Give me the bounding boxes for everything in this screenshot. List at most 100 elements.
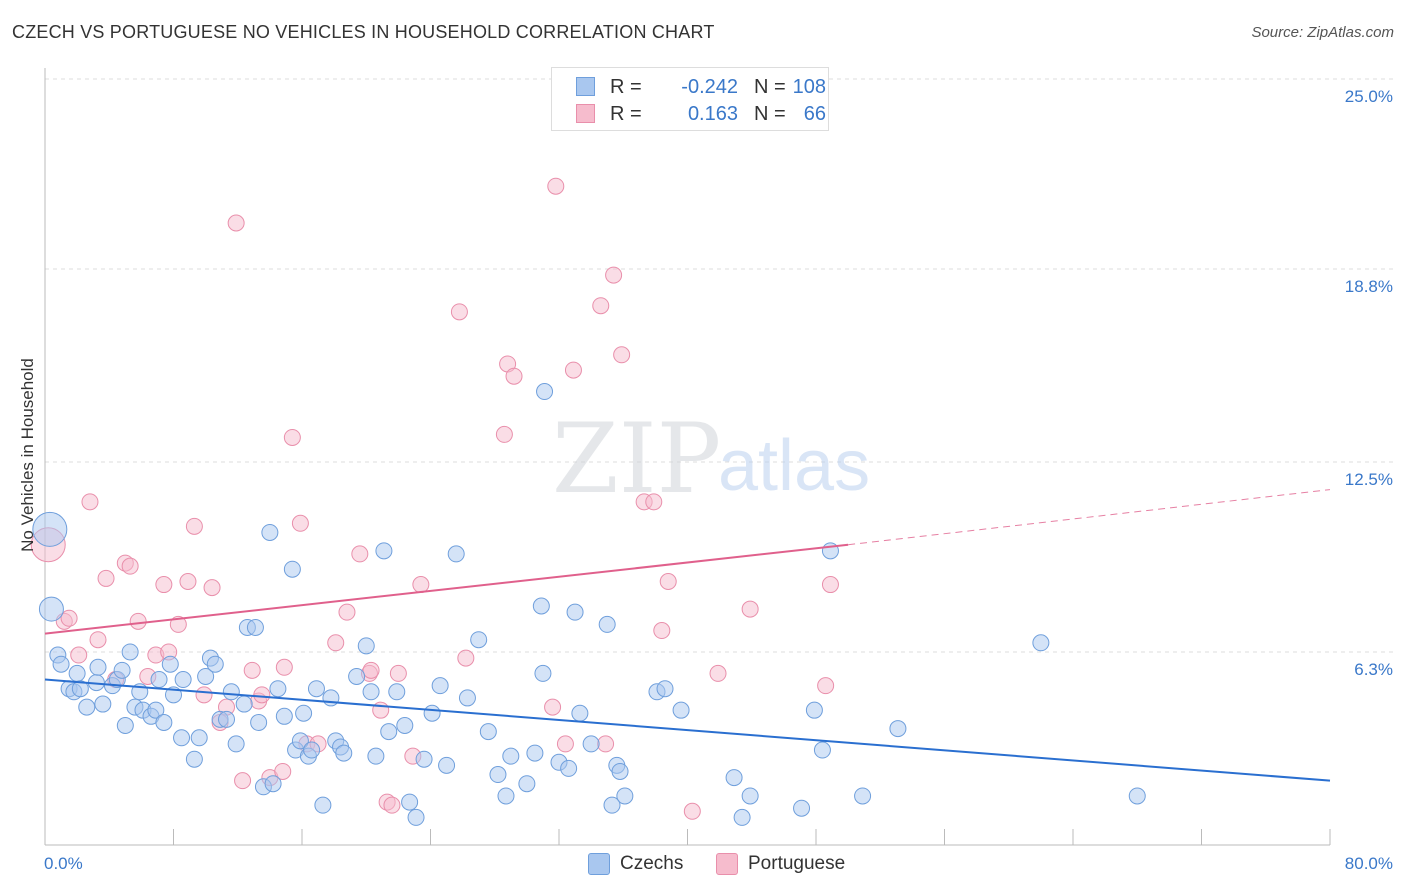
- portuguese-point: [505, 367, 523, 385]
- portuguese-point: [155, 576, 173, 594]
- tick-labels: 6.3% 12.5% 18.8% 25.0% 0.0% 80.0%: [44, 87, 1393, 873]
- czech-point: [741, 787, 759, 805]
- portuguese-point: [741, 600, 759, 618]
- czech-point: [603, 796, 621, 814]
- portuguese-point: [89, 631, 107, 649]
- x-tick-label-min: 0.0%: [44, 854, 83, 873]
- portuguese-trend-extension: [848, 489, 1331, 546]
- portuguese-point: [362, 661, 380, 679]
- czech-point: [1032, 634, 1050, 652]
- portuguese-legend-swatch: [716, 853, 738, 875]
- legend-r-label: R =: [610, 76, 642, 98]
- portuguese-point: [613, 346, 631, 364]
- portuguese-point: [253, 686, 271, 704]
- portuguese-point: [81, 493, 99, 511]
- portuguese-point: [821, 576, 839, 594]
- czech-point: [250, 713, 268, 731]
- portuguese-point: [185, 517, 203, 535]
- portuguese-point: [97, 569, 115, 587]
- portuguese-point: [169, 615, 187, 633]
- y-tick-label: 6.3%: [1354, 660, 1393, 679]
- czech-point: [246, 618, 264, 636]
- portuguese-point: [234, 772, 252, 790]
- czech-point: [1128, 787, 1146, 805]
- portuguese-point: [291, 514, 309, 532]
- czech-point: [116, 717, 134, 735]
- czech-point: [269, 680, 287, 698]
- portuguese-point: [389, 664, 407, 682]
- legend-czech-r: -0.242: [681, 76, 738, 98]
- czech-point: [68, 664, 86, 682]
- czech-point: [733, 808, 751, 826]
- czech-point: [536, 383, 554, 401]
- czech-point: [423, 704, 441, 722]
- y-axis-label: No Vehicles in Household: [18, 358, 37, 552]
- portuguese-point: [179, 572, 197, 590]
- czech-point: [218, 710, 236, 728]
- czech-trend-line: [44, 678, 1331, 782]
- czech-point: [314, 796, 332, 814]
- portuguese-point: [605, 266, 623, 284]
- portuguese-point: [495, 425, 513, 443]
- czech-swatch: [576, 77, 595, 96]
- czech-point: [407, 808, 425, 826]
- czech-point: [52, 655, 70, 673]
- portuguese-point: [243, 661, 261, 679]
- y-tick-label: 18.8%: [1345, 277, 1393, 296]
- czech-point: [78, 698, 96, 716]
- czech-point: [447, 545, 465, 563]
- portuguese-point: [338, 603, 356, 621]
- portuguese-point: [195, 686, 213, 704]
- portuguese-point: [817, 677, 835, 695]
- legend-portuguese-r: 0.163: [687, 103, 738, 125]
- czech-legend-swatch: [588, 853, 610, 875]
- czech-point: [470, 631, 488, 649]
- czech-points: [32, 383, 1146, 826]
- portuguese-point: [547, 177, 565, 195]
- czech-point: [375, 542, 393, 560]
- portuguese-point: [564, 361, 582, 379]
- czech-point: [89, 658, 107, 676]
- portuguese-point: [327, 634, 345, 652]
- portuguese-point: [645, 493, 663, 511]
- czech-point: [185, 750, 203, 768]
- portuguese-point: [450, 303, 468, 321]
- czech-point: [497, 787, 515, 805]
- czech-point: [155, 713, 173, 731]
- czech-point: [147, 701, 165, 719]
- czech-point: [489, 766, 507, 784]
- source-label: Source: ZipAtlas.com: [1251, 24, 1394, 41]
- portuguese-point: [60, 609, 78, 627]
- czech-point: [571, 704, 589, 722]
- czech-point: [206, 655, 224, 673]
- czech-point: [227, 735, 245, 753]
- czech-point: [307, 680, 325, 698]
- czech-point: [502, 747, 520, 765]
- czech-point: [367, 747, 385, 765]
- czech-point: [582, 735, 600, 753]
- portuguese-point: [227, 214, 245, 232]
- czech-point: [611, 762, 629, 780]
- czech-point: [598, 615, 616, 633]
- watermark-zip: ZIP: [552, 403, 721, 515]
- czech-point: [566, 603, 584, 621]
- czech-point: [526, 744, 544, 762]
- czech-point: [813, 741, 831, 759]
- portuguese-trend-line: [44, 543, 849, 635]
- czech-point: [479, 723, 497, 741]
- czech-point: [261, 523, 279, 541]
- czech-point: [235, 695, 253, 713]
- portuguese-point: [412, 576, 430, 594]
- czech-point: [303, 741, 321, 759]
- czech-point: [322, 689, 340, 707]
- legend-n-label: N =: [754, 103, 786, 125]
- watermark-atlas: atlas: [718, 426, 870, 506]
- czech-point: [190, 729, 208, 747]
- czech-point: [616, 787, 634, 805]
- czech-point: [335, 744, 353, 762]
- czech-point: [396, 717, 414, 735]
- portuguese-point: [275, 658, 293, 676]
- legend-n-label: N =: [754, 76, 786, 98]
- y-tick-label: 25.0%: [1345, 87, 1393, 106]
- czech-point: [889, 720, 907, 738]
